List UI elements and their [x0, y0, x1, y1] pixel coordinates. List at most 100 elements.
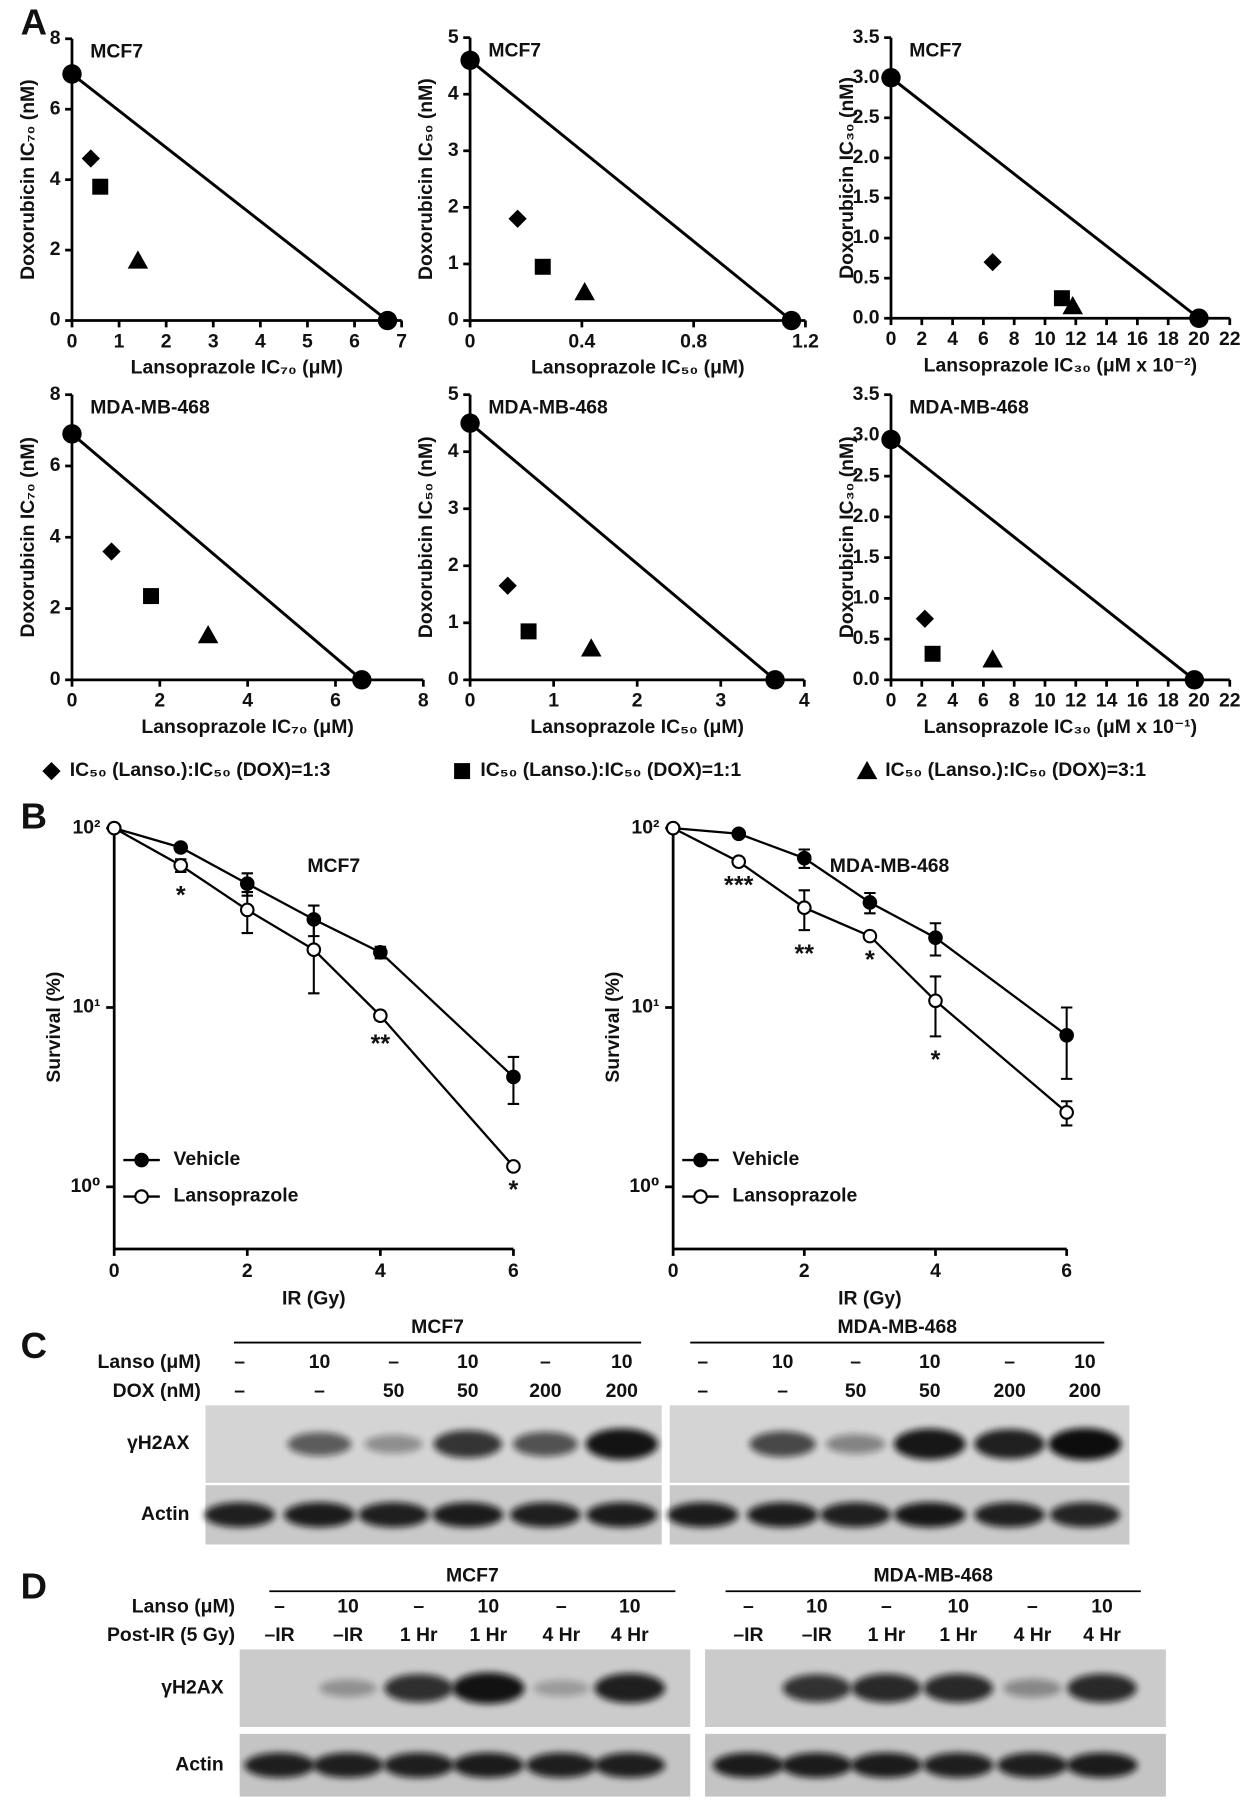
lane-label: 4 Hr	[1083, 1624, 1121, 1646]
marker-triangle	[580, 638, 602, 657]
series-point	[1059, 1027, 1074, 1043]
significance: *	[176, 882, 186, 910]
blot-band	[383, 1752, 455, 1778]
blot-band	[851, 1673, 922, 1703]
blot-band	[712, 1752, 785, 1778]
y-tick-label: 3	[448, 139, 459, 161]
significance: **	[371, 1030, 391, 1058]
lane-label: 10	[919, 1351, 941, 1373]
legend-marker	[693, 1152, 708, 1168]
chart-title: MDA-MB-468	[909, 396, 1029, 418]
lane-label: –	[234, 1380, 245, 1402]
series-point	[862, 895, 878, 910]
lane-label: 50	[919, 1380, 941, 1402]
x-axis-label: Lansoprazole IC₇₀ (μM)	[131, 357, 343, 379]
blot-band	[893, 1502, 966, 1528]
ic-point	[765, 670, 785, 690]
y-tick-label: 0.0	[853, 668, 880, 690]
legend-marker	[134, 1152, 149, 1168]
x-axis-label: IR (Gy)	[838, 1287, 902, 1309]
lane-label: –IR	[802, 1624, 832, 1646]
y-tick-label: 10⁰	[70, 1175, 100, 1197]
series-point	[731, 854, 747, 869]
y-tick-label: 4	[448, 82, 459, 104]
legend-label: Vehicle	[174, 1148, 241, 1170]
x-tick-label: 22	[1219, 328, 1241, 350]
lane-label: –	[881, 1595, 892, 1617]
y-axis-label: Survival (%)	[43, 972, 65, 1083]
x-tick-label: 2	[632, 690, 643, 712]
series-point	[928, 993, 943, 1009]
y-tick-label: 2.0	[853, 146, 880, 168]
chart-title: MCF7	[307, 855, 360, 877]
series-point	[373, 1008, 388, 1024]
blot-band	[781, 1752, 853, 1778]
lane-label: 1 Hr	[400, 1624, 438, 1646]
x-tick-label: 4	[930, 1260, 941, 1282]
y-tick-label: 0	[50, 309, 61, 331]
blot-band	[893, 1428, 966, 1460]
y-tick-label: 6	[50, 97, 61, 119]
x-tick-label: 8	[1009, 328, 1020, 350]
x-tick-label: 0.4	[568, 330, 595, 352]
marker-triangle	[1062, 295, 1083, 315]
lane-label: 1 Hr	[868, 1624, 906, 1646]
marker-square	[924, 645, 941, 662]
x-tick-label: 16	[1127, 328, 1149, 350]
x-tick-label: 4	[242, 690, 253, 712]
blot-band	[850, 1752, 923, 1778]
y-tick-label: 3.5	[853, 26, 880, 48]
series-line	[672, 827, 1068, 1114]
lane-label: 4 Hr	[542, 1624, 580, 1646]
legend-label: IC₅₀ (Lanso.):IC₅₀ (DOX)=3:1	[885, 759, 1146, 781]
marker-triangle	[197, 625, 219, 644]
series-point	[665, 820, 681, 836]
additivity-line	[71, 432, 363, 681]
series-point	[928, 930, 943, 945]
y-tick-label: 3.0	[853, 66, 880, 88]
lane-label: 4 Hr	[1014, 1624, 1052, 1646]
series-point	[506, 1069, 521, 1085]
significance: *	[865, 946, 875, 974]
ic-point	[460, 413, 480, 433]
x-axis-label: IR (Gy)	[282, 1287, 346, 1309]
lane-label: 50	[383, 1380, 405, 1402]
blot-band	[667, 1502, 739, 1528]
blot-band	[510, 1502, 581, 1528]
blot-band	[432, 1502, 504, 1528]
lane-label: 10	[309, 1351, 331, 1373]
significance: *	[931, 1046, 941, 1074]
band-label: γH2AX	[161, 1676, 224, 1698]
ic-point	[352, 670, 372, 690]
lane-label: 10	[1091, 1595, 1113, 1617]
y-axis-label: Doxorubicin IC₅₀ (nM)	[415, 78, 437, 280]
x-tick-label: 20	[1188, 328, 1210, 350]
x-tick-label: 7	[396, 330, 407, 352]
y-tick-label: 2.5	[853, 106, 880, 128]
series-point	[373, 945, 388, 960]
y-tick-label: 4	[448, 440, 459, 462]
x-tick-label: 2	[161, 330, 172, 352]
lane-label: –	[777, 1380, 788, 1402]
group-title: MCF7	[446, 1565, 499, 1587]
x-axis-label: Lansoprazole IC₅₀ (μM)	[531, 357, 745, 379]
marker-square	[520, 623, 537, 640]
group-title: MDA-MB-468	[838, 1316, 958, 1338]
x-tick-label: 18	[1157, 690, 1179, 712]
marker-diamond	[498, 576, 517, 595]
y-tick-label: 0	[448, 309, 459, 331]
marker-diamond	[983, 253, 1002, 272]
lane-label: 10	[457, 1351, 479, 1373]
series-point	[506, 1159, 521, 1174]
lane-label: 1 Hr	[939, 1624, 977, 1646]
series-point	[306, 942, 322, 958]
band-label: γH2AX	[127, 1432, 190, 1454]
y-axis-label: Doxorubicin IC₇₀ (nM)	[17, 79, 39, 280]
y-tick-label: 2	[50, 238, 61, 260]
blot-band	[1067, 1673, 1137, 1703]
chart-title: MCF7	[488, 39, 541, 61]
blot-band	[452, 1672, 525, 1704]
y-tick-label: 8	[50, 27, 61, 49]
chart-title: MCF7	[909, 39, 962, 61]
lane-label: –	[388, 1351, 399, 1373]
